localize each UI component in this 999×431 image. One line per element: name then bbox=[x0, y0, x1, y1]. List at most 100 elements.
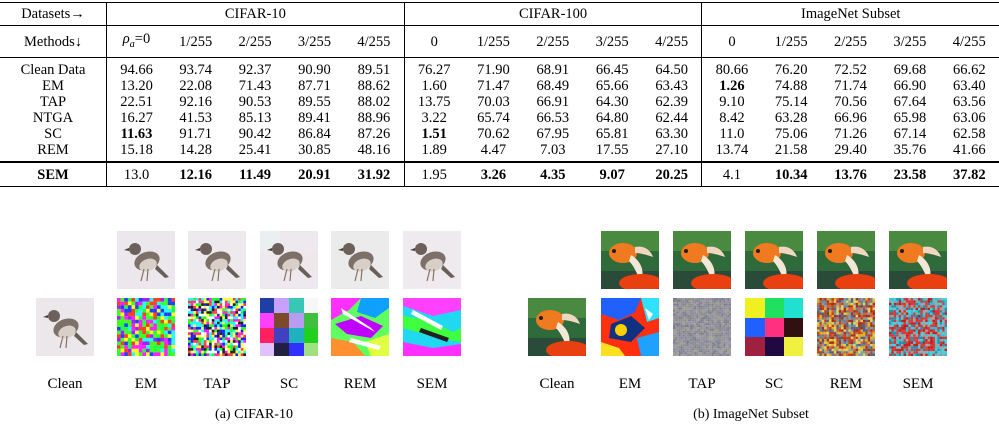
table-cell: 11.63 bbox=[106, 125, 166, 142]
column-header: 4/255 bbox=[641, 25, 702, 58]
table-cell: 68.91 bbox=[536, 61, 570, 78]
table-cell: 71.26 bbox=[834, 125, 867, 142]
methods-header-label: Methods↓ bbox=[0, 25, 107, 58]
table-cell: 70.03 bbox=[477, 93, 510, 110]
table-cell: 23.58 bbox=[880, 160, 940, 187]
table-cell: 71.47 bbox=[477, 77, 510, 94]
column-header: 4/255 bbox=[939, 25, 999, 58]
table-cell: 11.49 bbox=[225, 160, 285, 187]
table-cell: 65.74 bbox=[477, 109, 510, 126]
table-cell: 88.02 bbox=[357, 93, 391, 110]
table-cell: 62.44 bbox=[655, 109, 688, 126]
method-name: TAP bbox=[39, 93, 67, 110]
table-cell: 12.16 bbox=[166, 160, 226, 187]
table-cell: 13.75 bbox=[403, 93, 464, 110]
method-name: SC bbox=[44, 125, 62, 142]
table-cell: 94.66 bbox=[106, 57, 166, 78]
method-name: NTGA bbox=[32, 109, 74, 126]
column-header: 1/255 bbox=[463, 25, 524, 58]
table-cell: 15.18 bbox=[106, 141, 166, 162]
table-cell: 22.51 bbox=[106, 93, 166, 110]
table-cell: 67.14 bbox=[893, 125, 927, 142]
table-cell: 66.90 bbox=[893, 77, 927, 94]
table-cell: 30.85 bbox=[298, 141, 331, 158]
table-cell: 37.82 bbox=[939, 160, 999, 187]
table-cell: 90.53 bbox=[238, 93, 272, 110]
bird-perturbed-rem bbox=[331, 231, 389, 289]
table-cell: 87.26 bbox=[357, 125, 391, 142]
column-header: 2/255 bbox=[523, 25, 583, 58]
table-cell: 86.84 bbox=[298, 125, 331, 142]
table-cell: 63.43 bbox=[655, 77, 688, 94]
table-cell: 4.47 bbox=[480, 141, 507, 158]
dataset-cifar10: CIFAR-10 bbox=[106, 2, 405, 26]
results-table: Datasets→ CIFAR-10 CIFAR-100 ImageNet Su… bbox=[0, 2, 999, 187]
table-row: NTGA 16.27 41.53 85.13 89.41 88.96 3.22 65.74 66… bbox=[0, 109, 999, 126]
table-cell: 66.91 bbox=[536, 93, 570, 110]
table-cell: 92.37 bbox=[238, 61, 272, 78]
table-cell: 64.50 bbox=[655, 61, 688, 78]
fish-perturbed-rem bbox=[817, 231, 875, 289]
table-cell: 64.30 bbox=[595, 93, 629, 110]
table-cell: 70.56 bbox=[834, 93, 867, 110]
table-cell: 63.40 bbox=[952, 77, 986, 94]
table-cell: 72.52 bbox=[834, 61, 867, 78]
label-sc-a: SC bbox=[279, 376, 299, 392]
table-cell: 88.96 bbox=[357, 109, 391, 126]
table-cell: 48.16 bbox=[357, 141, 391, 158]
table-cell: 41.66 bbox=[952, 141, 986, 158]
noise-sem bbox=[403, 298, 461, 356]
method-name: EM bbox=[42, 77, 64, 94]
label-clean-b: Clean bbox=[539, 376, 575, 392]
table-cell: 85.13 bbox=[238, 109, 272, 126]
table-row: Clean Data 94.66 93.74 92.37 90.90 89.51 76.27… bbox=[0, 57, 999, 78]
table-cell: 66.62 bbox=[952, 61, 986, 78]
noise-tap bbox=[188, 298, 246, 356]
method-name: REM bbox=[37, 141, 69, 158]
table-cell: 67.95 bbox=[536, 125, 570, 142]
label-em-b: EM bbox=[618, 376, 642, 392]
table-cell: 17.55 bbox=[595, 141, 629, 158]
table-cell: 11.0 bbox=[701, 125, 762, 142]
table-cell: 25.41 bbox=[238, 141, 272, 158]
table-cell: 22.08 bbox=[179, 77, 212, 94]
datasets-header-label: Datasets→ bbox=[0, 2, 107, 26]
table-cell: 27.10 bbox=[655, 141, 688, 158]
bird-perturbed-em bbox=[117, 231, 175, 289]
column-header: 2/255 bbox=[820, 25, 881, 58]
label-sem-a: SEM bbox=[416, 376, 448, 392]
bird-perturbed-sem bbox=[403, 231, 461, 289]
noise-tap-imagenet bbox=[673, 298, 731, 356]
table-cell: 20.91 bbox=[284, 160, 345, 187]
table-cell: 1.89 bbox=[403, 141, 464, 162]
table-cell: 31.92 bbox=[344, 160, 405, 187]
table-cell: 16.27 bbox=[106, 109, 166, 126]
table-cell: 66.96 bbox=[834, 109, 867, 126]
table-cell: 1.26 bbox=[701, 77, 762, 94]
column-header: 3/255 bbox=[880, 25, 940, 58]
table-cell: 67.64 bbox=[893, 93, 927, 110]
table-cell: 9.07 bbox=[582, 160, 642, 187]
table-cell: 29.40 bbox=[834, 141, 867, 158]
fish-perturbed-em bbox=[601, 231, 659, 289]
dataset-imagenet-subset: ImageNet Subset bbox=[701, 2, 999, 26]
noise-sc bbox=[260, 298, 318, 356]
table-cell: 3.22 bbox=[403, 109, 464, 126]
table-row: TAP 22.51 92.16 90.53 89.55 88.02 13.75 70.03 66… bbox=[0, 93, 999, 110]
label-sem-b: SEM bbox=[902, 376, 934, 392]
label-em-a: EM bbox=[134, 376, 158, 392]
noise-sem-imagenet bbox=[889, 298, 947, 356]
fish-clean bbox=[528, 298, 586, 356]
table-cell: 92.16 bbox=[179, 93, 212, 110]
table-cell: 91.71 bbox=[179, 125, 212, 142]
label-rem-b: REM bbox=[829, 376, 863, 392]
noise-em bbox=[117, 298, 175, 356]
table-cell: 65.66 bbox=[595, 77, 629, 94]
table-cell: 89.55 bbox=[298, 93, 331, 110]
methods-header-row: Methods↓ ρa=0 1/255 2/255 3/255 4/255 0 1/255 2… bbox=[0, 25, 999, 58]
table-cell: 41.53 bbox=[179, 109, 212, 126]
table-cell: 8.42 bbox=[701, 109, 762, 126]
table-cell: 7.03 bbox=[540, 141, 566, 158]
table-cell: 62.39 bbox=[655, 93, 688, 110]
column-header: 2/255 bbox=[225, 25, 285, 58]
